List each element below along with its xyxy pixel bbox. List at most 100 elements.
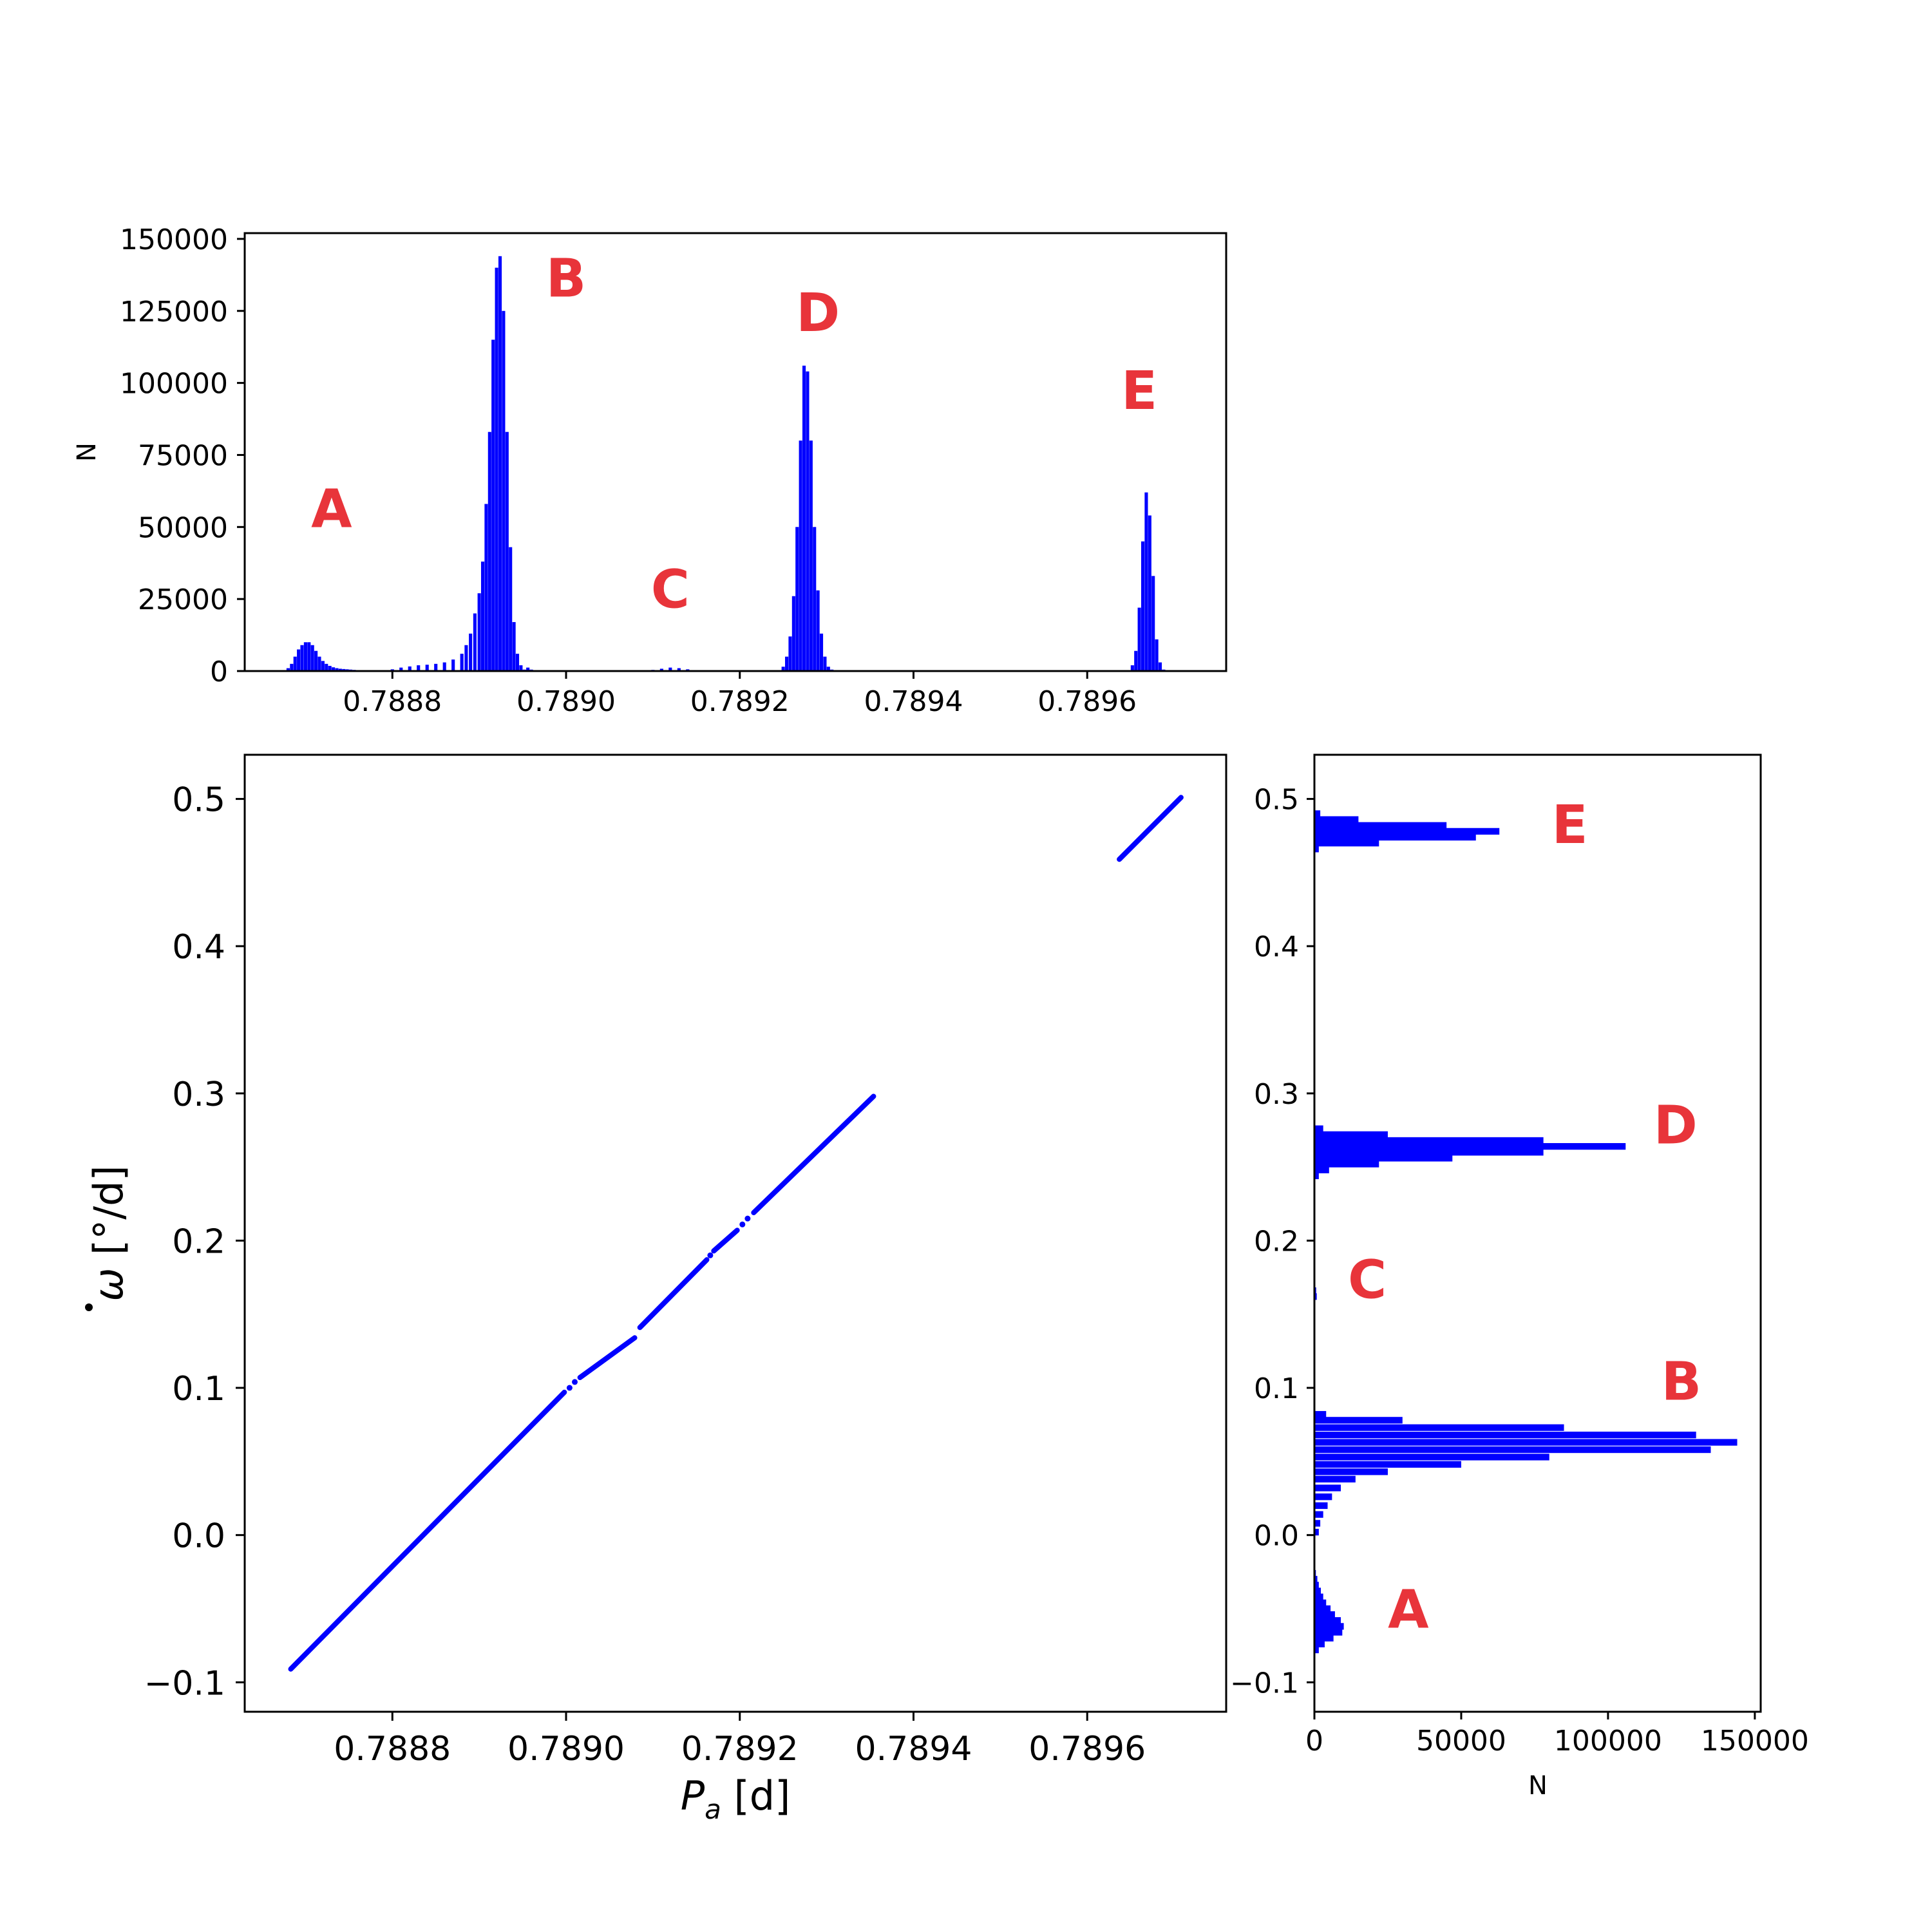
- scatter-point: [707, 1252, 714, 1258]
- right-histogram-bar: [1314, 1611, 1335, 1618]
- top-histogram-peak-label: B: [546, 248, 587, 309]
- top-histogram-panel: 0.7888 0.7890 0.7892 0.7894 0.7896 0 25000 5000…: [72, 223, 1227, 718]
- right-histogram-bar: [1314, 1160, 1379, 1168]
- top-histogram-bar: [813, 527, 817, 671]
- right-histogram-bar: [1314, 840, 1379, 847]
- right-histogram-bar: [1314, 1424, 1564, 1431]
- scatter-xtick-label: 0.7892: [681, 1730, 799, 1768]
- top-histogram-ytick-label: 25000: [138, 583, 228, 616]
- top-histogram-peak-label: E: [1121, 361, 1157, 422]
- top-histogram-bar: [1137, 607, 1141, 671]
- top-histogram-bar: [1151, 576, 1155, 671]
- scatter-points: [288, 795, 1184, 1672]
- right-histogram-xlabel: N: [1528, 1771, 1548, 1801]
- right-histogram-bar: [1314, 1617, 1341, 1624]
- right-histogram-axes: 0 50000 100000 150000 −0.1 0.0 0.1 0.2 0.3 0.4 0.5: [1230, 784, 1809, 1757]
- top-histogram-ytick-label: 75000: [138, 439, 228, 472]
- top-histogram-bar: [519, 665, 523, 671]
- scatter-point-cluster: [751, 1094, 876, 1215]
- top-histogram-bar: [1141, 541, 1145, 671]
- right-histogram-bar: [1314, 1634, 1334, 1642]
- scatter-ytick-label: 0.3: [172, 1075, 225, 1114]
- right-histogram-frame: [1313, 753, 1762, 1713]
- right-histogram-bar: [1314, 822, 1447, 829]
- right-histogram-bar: [1314, 1432, 1696, 1439]
- top-histogram-bar: [677, 668, 681, 671]
- right-histogram-bar: [1314, 1640, 1325, 1647]
- right-histogram-bar: [1314, 1293, 1317, 1300]
- top-histogram-bar: [819, 633, 824, 671]
- right-histogram-peak-label: C: [1348, 1250, 1387, 1311]
- scatter-xtick-label: 0.7890: [507, 1730, 625, 1768]
- right-histogram-bar: [1314, 1125, 1323, 1132]
- top-histogram-bar: [297, 649, 301, 671]
- right-histogram-ytick-label: 0.4: [1254, 931, 1299, 963]
- top-histogram-bar: [1144, 492, 1148, 671]
- top-histogram-bar: [823, 656, 827, 671]
- right-histogram-xtick-label: 0: [1305, 1725, 1323, 1757]
- right-histogram-bar: [1314, 1605, 1331, 1613]
- right-histogram-bar: [1314, 1142, 1626, 1150]
- top-histogram-bar: [512, 621, 516, 671]
- top-histogram-bar: [399, 667, 403, 671]
- right-histogram-bar: [1314, 1520, 1321, 1527]
- scatter-point: [566, 1385, 573, 1391]
- right-histogram-bar: [1314, 828, 1500, 835]
- top-histogram-bar: [1130, 665, 1134, 671]
- right-histogram-bar: [1314, 1475, 1356, 1482]
- right-histogram-bar: [1314, 1411, 1327, 1418]
- top-histogram-bar: [325, 663, 328, 671]
- top-histogram-bar: [1148, 515, 1151, 671]
- scatter-ytick-label: 0.5: [172, 781, 225, 820]
- top-histogram-bar: [788, 636, 792, 671]
- right-histogram-bar: [1314, 1461, 1461, 1468]
- right-histogram-peak-label: D: [1654, 1095, 1698, 1157]
- right-histogram-xtick-label: 150000: [1701, 1725, 1809, 1757]
- scatter-ytick-label: 0.2: [172, 1222, 225, 1261]
- top-histogram-ytick-label: 100000: [120, 368, 228, 401]
- top-histogram-xtick-label: 0.7892: [690, 685, 790, 718]
- top-histogram-ytick-label: 150000: [120, 223, 228, 256]
- scatter-point-cluster: [711, 1227, 740, 1254]
- scatter-ytick-label: 0.0: [172, 1517, 225, 1556]
- top-histogram-bar: [659, 668, 663, 671]
- right-histogram-xtick-label: 100000: [1554, 1725, 1662, 1757]
- top-histogram-bar: [307, 642, 311, 671]
- top-histogram-bar: [425, 665, 429, 671]
- right-histogram-bar: [1314, 816, 1359, 823]
- right-histogram-bar: [1314, 1582, 1319, 1589]
- scatter-point-cluster: [288, 1389, 567, 1672]
- top-histogram-bar: [806, 371, 810, 671]
- right-histogram-peak-labels: A B C D E: [1348, 795, 1701, 1641]
- top-histogram-bar: [1134, 650, 1138, 671]
- right-histogram-bar: [1314, 1149, 1544, 1156]
- scatter-ytick-label: −0.1: [144, 1664, 225, 1703]
- right-histogram-bar: [1314, 1599, 1327, 1606]
- top-histogram-bar: [314, 650, 318, 671]
- top-histogram-peak-labels: A B C D E: [311, 248, 1157, 620]
- scatter-panel: 0.7888 0.7890 0.7892 0.7894 0.7896 −0.1 0.0 0.1…: [85, 753, 1227, 1825]
- top-histogram-bar: [795, 527, 799, 671]
- top-histogram-peak-label: D: [796, 283, 840, 344]
- top-histogram-ytick-label: 125000: [120, 296, 228, 328]
- top-histogram-xtick-label: 0.7894: [864, 685, 963, 718]
- scatter-xtick-label: 0.7894: [855, 1730, 972, 1768]
- top-histogram-bar: [495, 267, 498, 671]
- top-histogram-bar: [460, 654, 464, 671]
- top-histogram-bar: [442, 662, 446, 671]
- top-histogram-bar: [328, 665, 332, 671]
- scatter-ytick-label: 0.1: [172, 1370, 225, 1408]
- right-histogram-xtick-label: 50000: [1416, 1725, 1506, 1757]
- right-histogram-bar: [1314, 1629, 1343, 1636]
- svg-text:ω [°/d]: ω [°/d]: [85, 1165, 132, 1301]
- top-histogram-bar: [293, 656, 297, 671]
- right-histogram-ytick-label: −0.1: [1230, 1667, 1299, 1700]
- right-histogram-bar: [1314, 1172, 1319, 1179]
- right-histogram-bar: [1314, 1446, 1711, 1454]
- scatter-ylabel: ω [°/d]: [85, 1165, 132, 1311]
- right-histogram-bar: [1314, 1439, 1738, 1446]
- top-histogram-bar: [785, 656, 789, 671]
- right-histogram-bar: [1314, 1417, 1403, 1424]
